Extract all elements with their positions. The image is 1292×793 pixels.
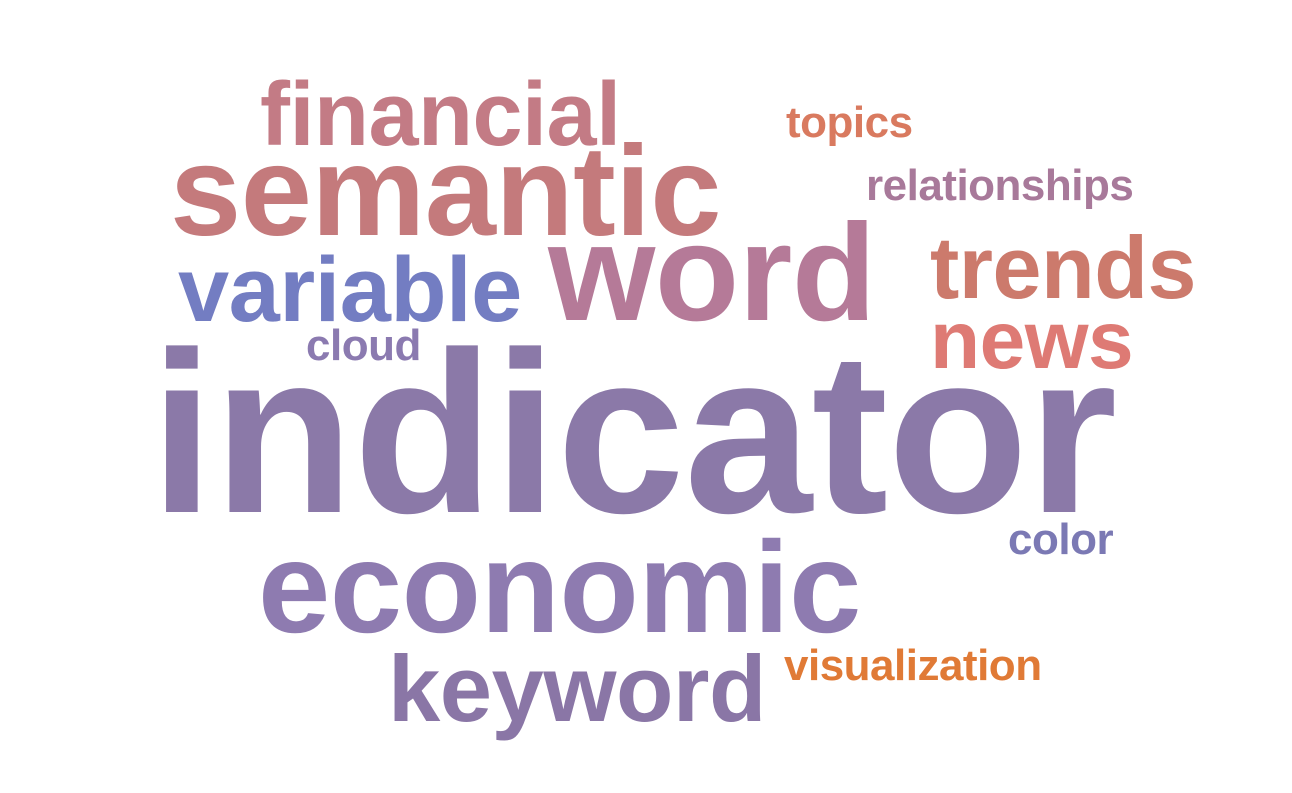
word-word: word (548, 196, 876, 350)
word-trends: trends (930, 218, 1196, 317)
word-cloud: cloud (306, 321, 421, 370)
word-semantic: semantic (170, 120, 721, 263)
word-keyword: keyword (388, 636, 766, 741)
word-financial: financial (260, 65, 621, 165)
word-color: color (1008, 515, 1114, 564)
word-topics: topics (786, 98, 913, 147)
word-visualization: visualization (784, 641, 1042, 690)
word-news: news (930, 295, 1134, 386)
word-indicator: indicator (150, 304, 1117, 561)
word-variable: variable (178, 239, 522, 341)
word-economic: economic (258, 514, 861, 660)
word-relationships: relationships (866, 161, 1134, 210)
